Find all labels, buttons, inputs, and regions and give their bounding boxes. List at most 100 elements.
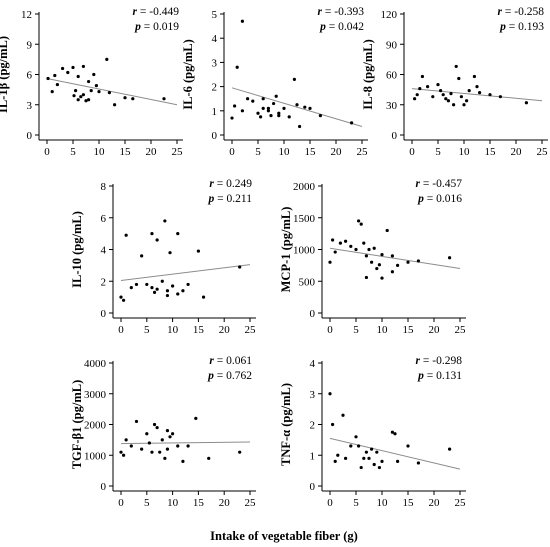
mcp-1-data-point	[364, 254, 368, 258]
tgf-1-data-point	[160, 438, 164, 442]
il-8-data-point	[475, 85, 479, 89]
mcp-1-data-point	[349, 244, 353, 248]
il-8-x-tick-label: 20	[511, 146, 523, 158]
il-10-data-point	[186, 282, 190, 287]
tgf-1-y-tick-label: 4000	[84, 358, 107, 370]
mcp-1-data-point	[328, 260, 332, 264]
mcp-1-data-point	[372, 246, 376, 250]
tgf-1-x-tick-label: 25	[245, 497, 257, 509]
il-6-data-point	[240, 109, 244, 113]
il-1-data-point	[76, 98, 80, 102]
mcp-1-data-point	[367, 247, 371, 252]
il-10-p-stat: p = 0.211	[208, 193, 253, 205]
il-1-y-tick-label: 3	[27, 100, 33, 112]
tgf-1-data-point	[238, 450, 242, 454]
tnf-data-point	[377, 465, 381, 470]
tnf-x-tick-label: 15	[403, 497, 415, 509]
mcp-1-data-point	[448, 256, 452, 260]
tgf-1-r-stat: r = 0.061	[209, 355, 252, 367]
il-6-x-tick-label: 10	[279, 146, 291, 158]
il-10-x-tick-label: 0	[118, 324, 124, 336]
il-8-data-point	[524, 101, 529, 105]
tnf-r-stat: r = -0.298	[416, 355, 463, 367]
il-8-data-point	[426, 85, 430, 89]
il-10-data-point	[134, 282, 139, 287]
il-8-x-tick-label: 10	[459, 146, 471, 158]
mcp-1-x-tick-label: 15	[403, 324, 415, 336]
tnf-x-tick-label: 10	[377, 497, 389, 509]
il-6-data-point	[256, 111, 260, 115]
tgf-1-data-point	[155, 425, 159, 430]
mcp-1-y-tick-label: 1500	[293, 213, 316, 225]
il-10-data-point	[176, 292, 180, 296]
il-8-data-point	[415, 93, 419, 97]
tnf-data-point	[357, 444, 361, 448]
il-8-data-point	[472, 74, 476, 79]
tgf-1-data-point	[165, 429, 170, 433]
il-1-data-point	[76, 74, 80, 79]
il-8-data-point	[454, 64, 458, 69]
tnf-y-tick-label: 0	[310, 481, 316, 493]
il-10-data-point	[176, 232, 180, 236]
il-8-data-point	[498, 95, 502, 99]
tgf-1-y-tick-label: 3000	[84, 389, 107, 401]
il-1-data-point	[131, 97, 135, 101]
mcp-1-data-point	[377, 263, 381, 267]
il-6-data-point	[287, 115, 291, 119]
il-8-data-point	[418, 87, 422, 91]
il-6-data-point	[308, 106, 312, 110]
il-1-trend-line	[46, 78, 178, 106]
il-8-data-point	[478, 91, 482, 95]
il-10-y-tick-label: 6	[101, 213, 107, 225]
il-6-data-point	[350, 121, 354, 125]
il-6-x-tick-label: 15	[305, 146, 317, 158]
mcp-1-data-point	[357, 219, 361, 223]
il-6-y-tick-label: 0	[212, 130, 218, 142]
tnf-data-point	[367, 456, 371, 460]
il-6-data-point	[235, 65, 239, 69]
il-10-data-point	[155, 287, 159, 291]
tgf-1-trend-line	[120, 441, 251, 445]
il-1-y-tick-label: 6	[27, 70, 33, 82]
mcp-1-data-point	[390, 270, 394, 274]
il-6-data-point	[261, 97, 265, 101]
il-1-data-point	[71, 65, 75, 70]
tgf-1-y-tick-label: 2000	[84, 420, 107, 432]
il-10-data-point	[140, 254, 144, 258]
tnf-x-tick-label: 0	[327, 497, 333, 509]
il-10-data-point	[152, 290, 157, 294]
tgf-1-y-tick-label: 1000	[84, 450, 107, 462]
tgf-1-x-tick-label: 20	[219, 497, 231, 509]
mcp-1-y-tick-label: 0	[310, 308, 316, 320]
il-6-y-tick-label: 1	[212, 106, 218, 118]
il-6-data-point	[230, 116, 234, 120]
tnf-data-point	[416, 461, 420, 465]
il-1-data-point	[53, 73, 57, 78]
il-10-r-stat: r = 0.249	[209, 178, 252, 190]
il-1-data-point	[84, 99, 88, 103]
tnf-x-tick-label: 5	[353, 497, 359, 509]
mcp-1-data-point	[396, 263, 400, 267]
tnf-data-point	[349, 444, 353, 448]
tnf-trend-line	[329, 437, 461, 470]
il-10-x-tick-label: 5	[144, 324, 150, 336]
il-6-data-point	[303, 105, 307, 109]
mcp-1-data-point	[362, 241, 366, 245]
il-6-y-tick-label: 4	[212, 33, 218, 45]
il-10-data-point	[155, 238, 159, 242]
tnf-x-tick-label: 20	[429, 497, 441, 509]
il-8-data-point	[488, 93, 492, 97]
mcp-1-data-point	[380, 252, 384, 257]
il-6-data-point	[298, 124, 302, 129]
mcp-1-data-point	[344, 239, 348, 243]
il-8-data-point	[462, 103, 466, 107]
il-8-trend-line	[411, 88, 543, 102]
tgf-1-panel: 0 1000 2000 3000 4000 0 5 10 15 20 25 TGF-β1 (pg/mL…	[70, 355, 256, 509]
tnf-data-point	[380, 459, 384, 463]
il-10-data-point	[119, 295, 123, 299]
il-8-data-point	[465, 99, 469, 103]
tnf-y-tick-label: 4	[310, 358, 316, 370]
tnf-data-point	[390, 430, 394, 434]
tgf-1-data-point	[145, 432, 149, 436]
